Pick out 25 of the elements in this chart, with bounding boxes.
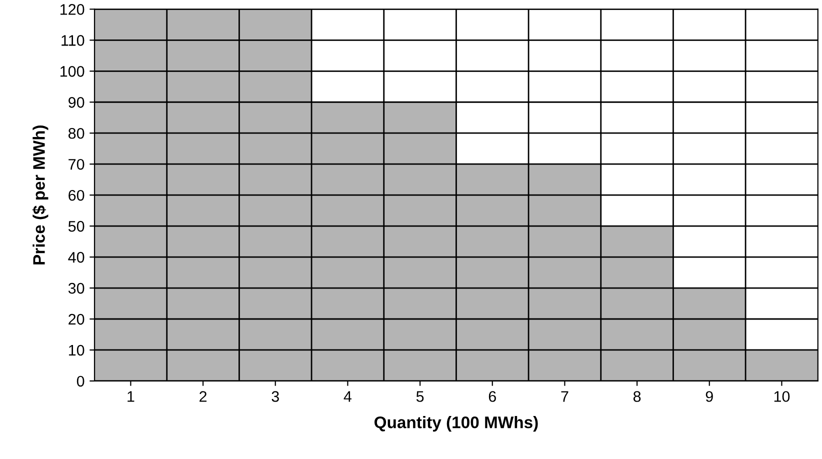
- y-tick-label: 80: [68, 128, 84, 139]
- y-tick-label: 60: [68, 190, 84, 201]
- y-tick-label: 40: [68, 252, 84, 263]
- x-tick-label: 10: [774, 391, 790, 402]
- y-tick-label: 120: [60, 4, 84, 15]
- x-tick-label: 5: [416, 391, 424, 402]
- y-axis-title: Price ($ per MWh): [32, 126, 48, 264]
- y-tick-label: 70: [68, 158, 84, 170]
- y-tick-label: 0: [76, 376, 84, 387]
- x-tick-label: 8: [633, 391, 641, 402]
- y-tick-label: 50: [68, 220, 84, 232]
- x-tick-label: 7: [561, 391, 568, 402]
- x-tick-label: 6: [488, 391, 496, 402]
- y-tick-label: 20: [68, 314, 84, 325]
- x-tick-label: 9: [706, 391, 713, 402]
- y-tick-label: 10: [68, 344, 84, 356]
- x-tick-label: 2: [200, 391, 207, 402]
- y-tick-label: 100: [60, 66, 84, 77]
- y-tick-label: 110: [62, 35, 84, 46]
- x-tick-label: 4: [344, 391, 352, 402]
- y-tick-label: 30: [68, 282, 84, 294]
- x-tick-label: 1: [128, 391, 134, 402]
- x-axis-title: Quantity (100 MWhs): [374, 416, 538, 432]
- y-tick-label: 90: [68, 96, 84, 108]
- x-tick-label: 3: [272, 391, 279, 402]
